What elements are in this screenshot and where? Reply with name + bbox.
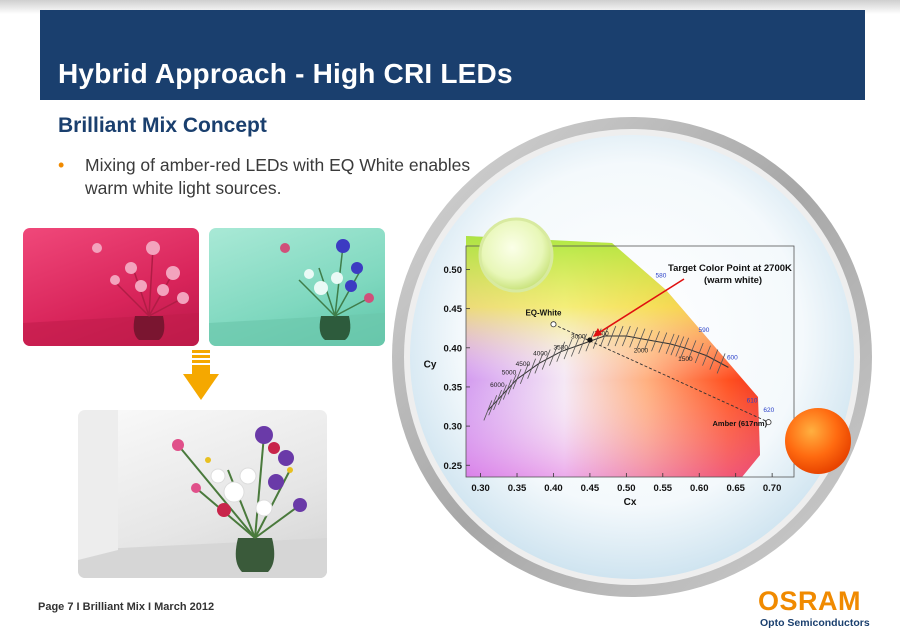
isotemp-tick [694,342,704,364]
eq-white-photo [209,228,385,346]
isotemp-tick [636,328,646,349]
isotemp-tick [578,333,587,355]
isotemp-tick [507,374,517,395]
cct-label: 1500 [678,356,693,363]
isotemp-tick [570,336,580,357]
title-banner: Hybrid Approach - High CRI LEDs [40,10,865,100]
amber-label: Amber (617nm) [712,419,767,428]
isotemp-tick [629,327,639,348]
x-tick-label: 0.50 [617,483,636,494]
bullet-text: Mixing of amber-red LEDs with EQ White e… [85,155,471,198]
eq-white-point [550,321,557,328]
isotemp-tick [716,353,726,374]
plot-frame [465,245,795,478]
isotemp-tick [665,333,675,355]
isotemp-tick [527,358,536,379]
isotemp-tick [687,340,697,361]
brand-tagline: Opto Semiconductors [760,617,870,629]
isotemp-tick [549,345,558,366]
target-label-line2: (warm white) [704,275,762,286]
slide-subtitle: Brilliant Mix Concept [58,114,267,137]
amber-point [765,419,772,426]
target-arrow [593,278,685,337]
eq-white-label: EQ-White [525,308,562,317]
isotemp-tick [675,336,685,357]
target-point [587,337,593,343]
isotemp-tick [498,384,507,405]
y-tick-label: 0.40 [444,343,463,354]
y-tick-label: 0.45 [444,304,463,315]
isotemp-tick [600,325,609,347]
mixing-line [553,323,769,423]
isotemp-tick [651,331,660,352]
cct-label: 3500 [554,344,569,351]
x-tick-label: 0.40 [544,483,563,494]
isotemp-tick [658,332,668,353]
isotemp-tick [534,353,544,374]
isotemp-tick [614,325,624,347]
x-axis-label: Cx [624,497,637,508]
isotemp-tick [621,325,631,347]
down-arrow-icon [183,350,219,400]
x-tick-label: 0.65 [726,483,745,494]
x-tick-label: 0.60 [690,483,709,494]
x-tick-label: 0.45 [581,483,600,494]
mixed-light-photo [78,410,327,578]
isotemp-tick [702,345,711,366]
isotemp-tick [512,368,522,390]
x-tick-label: 0.30 [471,483,490,494]
isotemp-tick [670,335,680,356]
cct-label: 2000 [634,347,649,354]
isotemp-tick [643,329,653,351]
cct-label: 4500 [516,361,531,368]
target-label-line1: Target Color Point at 2700K [668,263,792,274]
bullet-icon: • [58,155,65,175]
x-tick-label: 0.55 [654,483,673,494]
wavelength-label: 600 [727,355,738,362]
cct-label: 4000 [533,351,548,358]
cct-label: 5000 [502,369,517,376]
wavelength-label: 620 [763,407,774,414]
isotemp-tick [680,337,690,358]
amber-led-icon [785,408,851,474]
wavelength-label: 610 [747,398,758,405]
isotemp-tick [493,389,502,411]
cct-label: 3000 [571,333,586,340]
y-axis-label: Cy [424,359,437,370]
wavelength-label: 590 [699,327,710,334]
slide-title: Hybrid Approach - High CRI LEDs [58,58,513,89]
eq-white-led-icon [478,217,554,293]
x-tick-label: 0.70 [763,483,782,494]
red-light-photo [23,228,199,346]
y-tick-label: 0.35 [444,382,463,393]
isotemp-tick [563,338,573,360]
isotemp-tick [541,349,551,370]
y-tick-label: 0.25 [444,461,463,472]
osram-logo: OSRAM [758,586,861,616]
isotemp-tick [709,349,719,370]
page-footer: Page 7 I Brilliant Mix I March 2012 [38,601,215,613]
isotemp-tick [488,395,498,416]
target-arrowhead [592,327,602,337]
y-tick-label: 0.30 [444,422,463,433]
wavelength-label: 580 [656,272,667,279]
isotemp-tick [502,379,512,400]
isotemp-tick [607,325,617,347]
isotemp-tick [483,400,493,421]
isotemp-tick [556,341,566,362]
isotemp-tick [519,363,529,385]
y-tick-label: 0.50 [444,265,463,276]
cct-label: 2500 [594,330,609,337]
x-tick-label: 0.35 [508,483,527,494]
cct-label: 6000 [490,382,505,389]
